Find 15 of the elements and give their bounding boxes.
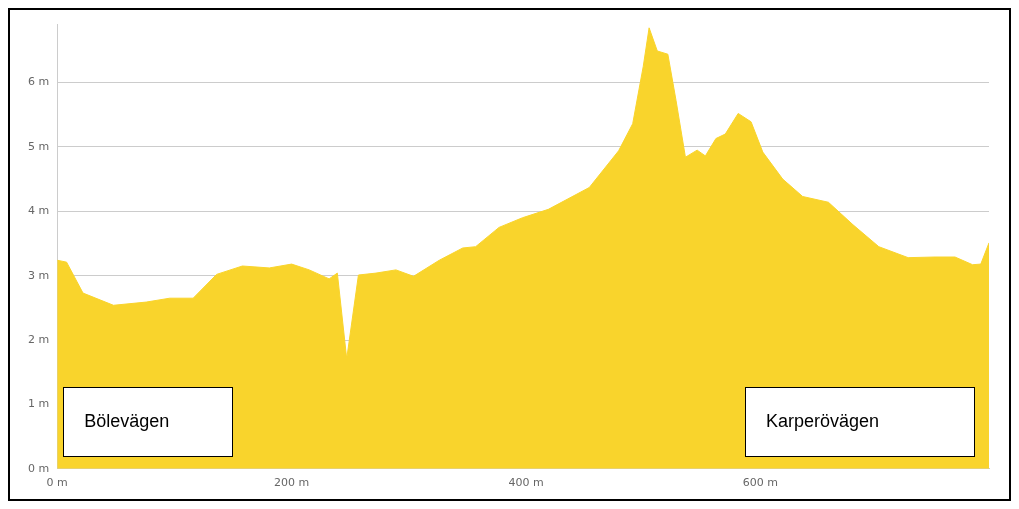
x-tick-label: 200 m <box>274 476 310 490</box>
annotation: Karperövägen <box>766 411 880 433</box>
annotation: Bölevägen <box>84 411 170 433</box>
y-tick-label: 3 m <box>27 268 50 282</box>
x-tick-label: 400 m <box>508 476 544 490</box>
y-tick-label: 0 m <box>27 461 50 475</box>
y-tick-label: 2 m <box>27 332 50 346</box>
note-box: Karperövägen <box>745 386 975 457</box>
y-tick-label: 1 m <box>27 397 50 411</box>
y-tick-label: 4 m <box>27 204 50 218</box>
x-tick-label: 600 m <box>742 476 779 490</box>
y-tick-label: 5 m <box>27 139 50 153</box>
x-tick-label: 0 m <box>46 476 68 490</box>
note-box: Bölevägen <box>63 386 234 457</box>
y-tick-label: 6 m <box>27 75 50 89</box>
